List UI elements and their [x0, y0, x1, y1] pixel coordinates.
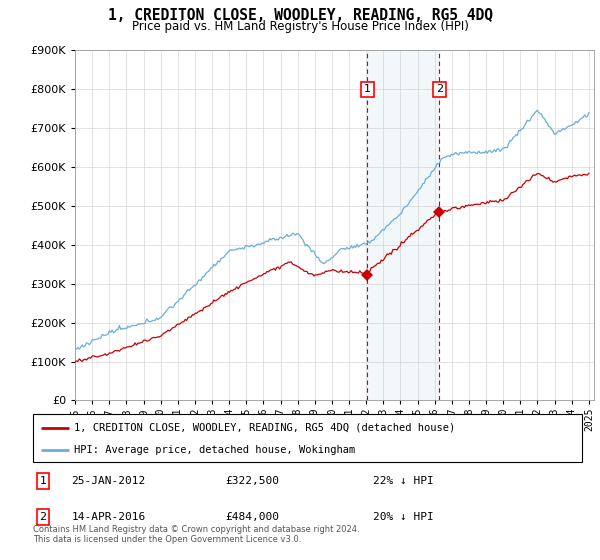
Text: 2: 2	[436, 85, 443, 94]
FancyBboxPatch shape	[33, 414, 582, 462]
Text: 20% ↓ HPI: 20% ↓ HPI	[373, 512, 434, 522]
Text: 14-APR-2016: 14-APR-2016	[71, 512, 146, 522]
Text: Contains HM Land Registry data © Crown copyright and database right 2024.
This d: Contains HM Land Registry data © Crown c…	[33, 525, 359, 544]
Text: 1, CREDITON CLOSE, WOODLEY, READING, RG5 4DQ (detached house): 1, CREDITON CLOSE, WOODLEY, READING, RG5…	[74, 423, 455, 433]
Text: 1: 1	[364, 85, 371, 94]
Bar	[367, 50, 439, 400]
Text: Price paid vs. HM Land Registry's House Price Index (HPI): Price paid vs. HM Land Registry's House …	[131, 20, 469, 32]
Text: HPI: Average price, detached house, Wokingham: HPI: Average price, detached house, Woki…	[74, 445, 355, 455]
Text: £484,000: £484,000	[225, 512, 279, 522]
Text: £322,500: £322,500	[225, 476, 279, 486]
Text: 1: 1	[40, 476, 46, 486]
Text: 2: 2	[40, 512, 46, 522]
Text: 25-JAN-2012: 25-JAN-2012	[71, 476, 146, 486]
Text: 22% ↓ HPI: 22% ↓ HPI	[373, 476, 434, 486]
Text: 1, CREDITON CLOSE, WOODLEY, READING, RG5 4DQ: 1, CREDITON CLOSE, WOODLEY, READING, RG5…	[107, 8, 493, 24]
